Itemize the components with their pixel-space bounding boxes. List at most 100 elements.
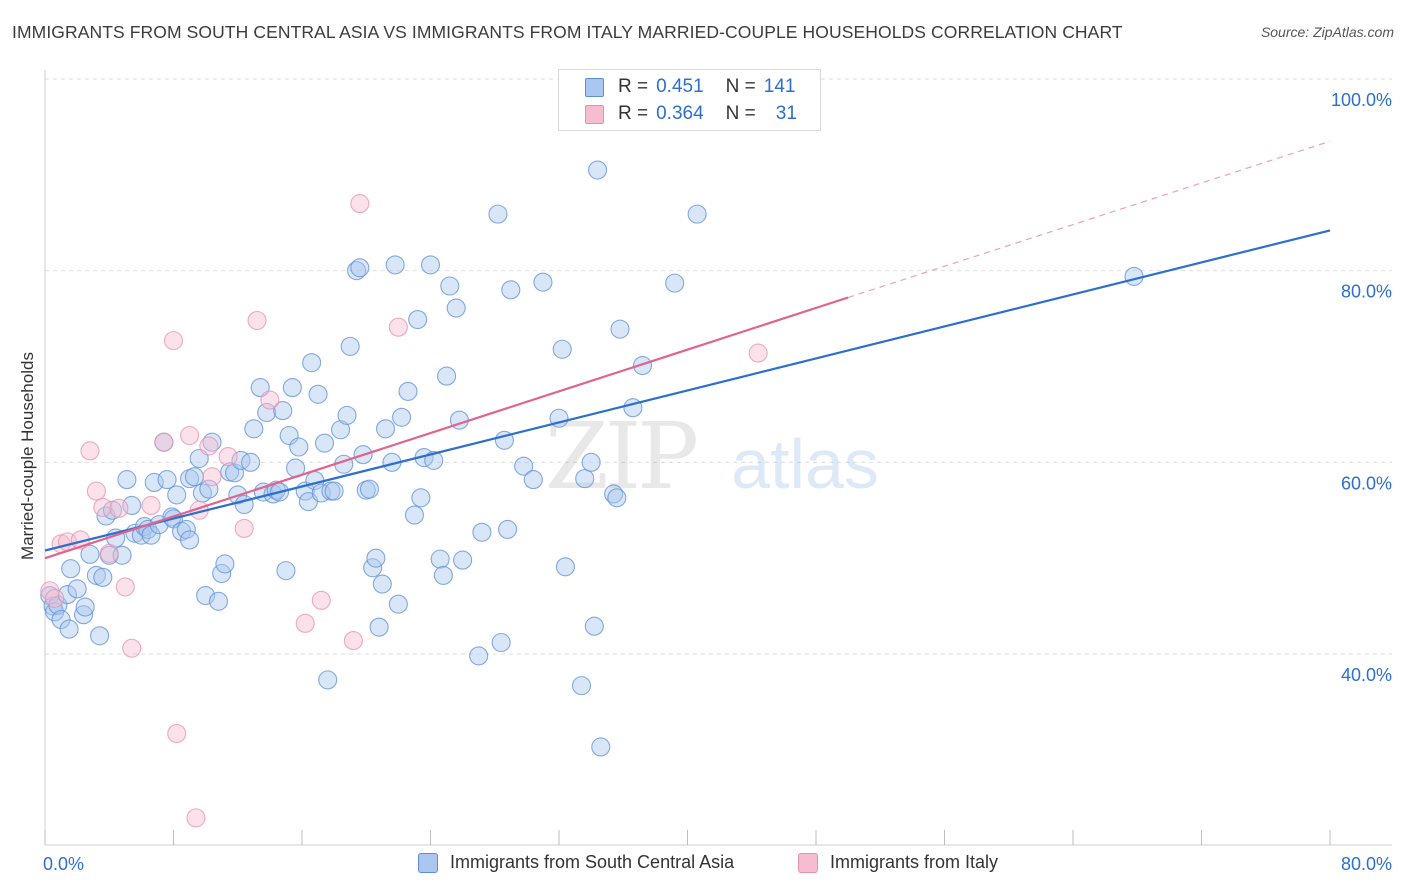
scatter-point: [748, 343, 768, 363]
y-tick-label: 60.0%: [1341, 473, 1392, 493]
bottom-legend-south-central-asia[interactable]: Immigrants from South Central Asia: [418, 852, 734, 873]
scatter-point: [433, 565, 453, 585]
scatter-point: [302, 353, 322, 373]
scatter-point: [45, 588, 65, 608]
scatter-point: [610, 319, 630, 339]
scatter-point: [604, 484, 624, 504]
scatter-point: [141, 495, 161, 516]
watermark: ZIP atlas: [545, 403, 879, 510]
y-axis-label: Married-couple Households: [18, 352, 37, 560]
scatter-point: [154, 432, 174, 452]
trend-line-italy-extension: [847, 140, 1331, 299]
scatter-point: [117, 470, 137, 490]
bottom-legend-italy[interactable]: Immigrants from Italy: [798, 852, 998, 873]
scatter-point: [392, 407, 412, 427]
scatter-point: [388, 594, 408, 614]
scatter-point: [343, 631, 363, 651]
scatter-point: [385, 255, 405, 275]
trend-line-italy: [44, 296, 849, 560]
scatter-point: [67, 579, 87, 599]
scatter-point: [176, 519, 196, 539]
scatter-point: [122, 638, 142, 658]
scatter-point: [241, 452, 261, 472]
scatter-point: [591, 737, 611, 757]
bottom-legend: Immigrants from South Central Asia Immig…: [0, 852, 1406, 878]
scatter-point: [552, 339, 572, 359]
scatter-point: [514, 456, 534, 476]
scatter-point: [501, 280, 521, 300]
scatter-point: [523, 470, 543, 490]
legend-r-value: 0.451: [656, 76, 704, 97]
scatter-point: [687, 204, 707, 224]
y-tick-label: 100.0%: [1331, 90, 1392, 110]
y-tick-label: 40.0%: [1341, 665, 1392, 685]
scatter-point: [180, 530, 200, 550]
series-italy: [40, 194, 768, 828]
scatter-point: [208, 591, 229, 611]
scatter-point: [469, 646, 489, 666]
scatter-point: [575, 469, 595, 489]
scatter-point: [202, 432, 222, 452]
scatter-point: [90, 626, 110, 646]
scatter-point: [199, 436, 219, 456]
source-label: Source: ZipAtlas.com: [1260, 24, 1394, 40]
legend-row-italy: R = 0.364 N = 31: [585, 101, 797, 127]
scatter-point: [80, 441, 100, 461]
scatter-point: [571, 676, 592, 696]
scatter-point: [199, 479, 219, 499]
scatter-point: [314, 433, 335, 453]
scatter-point: [186, 808, 206, 828]
scatter-point: [167, 485, 187, 505]
legend-swatch-pink: [585, 104, 604, 124]
chart-title: IMMIGRANTS FROM SOUTH CENTRAL ASIA VS IM…: [12, 22, 1123, 42]
scatter-point: [289, 437, 309, 457]
scatter-point: [99, 543, 119, 563]
scatter-point: [587, 160, 608, 180]
scatter-point: [234, 518, 254, 539]
scatter-point: [115, 577, 135, 597]
bottom-legend-label: Immigrants from South Central Asia: [450, 852, 735, 872]
scatter-point: [404, 505, 424, 525]
scatter-point: [337, 405, 357, 425]
stats-legend: R = 0.451 N = 141 R = 0.364 N = 31: [558, 69, 821, 131]
scatter-point: [330, 420, 351, 440]
scatter-point: [273, 401, 293, 421]
legend-swatch-blue: [585, 77, 604, 97]
scatter-point: [408, 309, 428, 330]
scatter-point: [388, 317, 408, 337]
scatter-point: [437, 366, 457, 386]
scatter-point: [359, 479, 380, 499]
scatter-point: [446, 298, 466, 318]
legend-n-value: 141: [763, 76, 796, 97]
scatter-point: [584, 616, 604, 636]
scatter-point: [157, 470, 177, 490]
scatter-point: [93, 567, 113, 587]
scatter-point: [231, 450, 251, 470]
scatter-point: [350, 194, 370, 214]
x-tick-label: 80.0%: [1341, 854, 1392, 874]
scatter-point: [498, 519, 518, 539]
scatter-point: [632, 355, 653, 376]
trend-lines: [44, 140, 1331, 560]
scatter-point: [398, 381, 418, 401]
scatter-point: [581, 452, 601, 472]
scatter-point: [295, 613, 315, 633]
scatter-point: [350, 258, 370, 278]
scatter-point: [86, 481, 106, 501]
scatter-point: [51, 609, 71, 630]
scatter-point: [247, 310, 267, 331]
scatter-point: [1124, 266, 1144, 286]
scatter-point: [74, 605, 94, 625]
scatter-point: [244, 419, 264, 439]
scatter-point: [665, 273, 685, 293]
scatter-point: [218, 447, 238, 467]
scatter-point: [372, 574, 392, 594]
scatter-point: [340, 336, 360, 356]
bottom-legend-swatch-pink: [798, 852, 818, 873]
scatter-point: [420, 255, 441, 275]
scatter-point: [260, 390, 280, 410]
axes-layer: [44, 70, 1392, 846]
scatter-point: [453, 550, 473, 570]
scatter-point: [80, 544, 100, 564]
